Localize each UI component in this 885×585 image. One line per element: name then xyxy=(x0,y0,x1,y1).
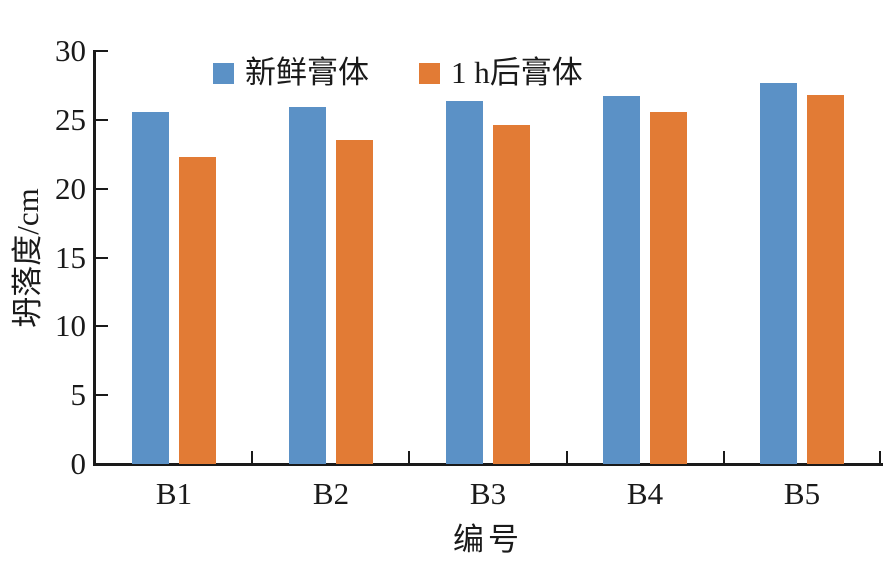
y-tick-label: 15 xyxy=(55,239,86,275)
x-tick-label-B4: B4 xyxy=(626,476,664,511)
y-tick xyxy=(96,256,108,259)
bar-s0-B3 xyxy=(446,101,483,464)
y-tick-label: 20 xyxy=(55,170,86,206)
y-tick xyxy=(96,394,108,397)
y-tick xyxy=(96,325,108,328)
x-tick-label-B3: B3 xyxy=(469,476,507,511)
bar-s0-B4 xyxy=(603,96,640,464)
x-tick xyxy=(565,451,568,463)
y-tick-label: 5 xyxy=(70,377,87,413)
legend-item-s0: 新鲜膏体 xyxy=(213,57,369,89)
y-tick-label: 0 xyxy=(70,446,87,481)
bar-s1-B5 xyxy=(807,95,844,464)
y-tick xyxy=(96,187,108,190)
bar-s1-B4 xyxy=(650,112,687,464)
x-tick-label-B2: B2 xyxy=(312,476,350,511)
legend-label: 新鲜膏体 xyxy=(245,55,369,90)
x-tick xyxy=(408,451,411,463)
legend-item-s1: 1 h后膏体 xyxy=(419,57,583,89)
x-tick xyxy=(879,451,881,463)
x-tick xyxy=(722,451,725,463)
x-tick-label-B1: B1 xyxy=(155,476,193,511)
bar-s1-B2 xyxy=(336,140,373,464)
y-tick-label: 30 xyxy=(55,33,86,68)
legend-swatch-icon xyxy=(213,62,234,84)
bar-s0-B5 xyxy=(760,83,797,464)
bar-s0-B1 xyxy=(132,112,169,464)
bar-s0-B2 xyxy=(289,107,326,464)
x-tick xyxy=(251,451,254,463)
x-axis-title: 编号 xyxy=(453,522,523,557)
y-tick-label: 25 xyxy=(55,101,86,137)
bar-s1-B1 xyxy=(179,157,216,464)
bar-s1-B3 xyxy=(493,125,530,464)
legend-label: 1 h后膏体 xyxy=(451,55,583,90)
y-tick xyxy=(96,118,108,121)
y-tick-label: 10 xyxy=(55,308,86,344)
y-axis-line xyxy=(93,50,96,466)
y-tick xyxy=(96,50,108,52)
x-axis-line xyxy=(93,463,883,466)
legend-swatch-icon xyxy=(419,62,440,84)
x-tick-label-B5: B5 xyxy=(783,476,821,511)
